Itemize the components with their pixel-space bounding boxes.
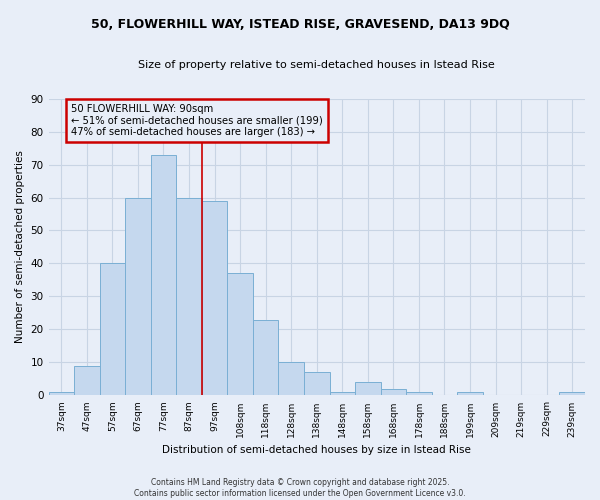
Bar	[278, 362, 304, 396]
X-axis label: Distribution of semi-detached houses by size in Istead Rise: Distribution of semi-detached houses by …	[163, 445, 471, 455]
Bar	[49, 392, 74, 396]
Bar	[406, 392, 432, 396]
Text: Contains HM Land Registry data © Crown copyright and database right 2025.
Contai: Contains HM Land Registry data © Crown c…	[134, 478, 466, 498]
Bar	[329, 392, 355, 396]
Bar	[559, 392, 585, 396]
Text: 50 FLOWERHILL WAY: 90sqm
← 51% of semi-detached houses are smaller (199)
47% of : 50 FLOWERHILL WAY: 90sqm ← 51% of semi-d…	[71, 104, 323, 136]
Bar	[202, 201, 227, 396]
Bar	[355, 382, 380, 396]
Bar	[304, 372, 329, 396]
Text: 50, FLOWERHILL WAY, ISTEAD RISE, GRAVESEND, DA13 9DQ: 50, FLOWERHILL WAY, ISTEAD RISE, GRAVESE…	[91, 18, 509, 30]
Bar	[380, 389, 406, 396]
Bar	[227, 274, 253, 396]
Bar	[253, 320, 278, 396]
Bar	[100, 264, 125, 396]
Bar	[151, 154, 176, 396]
Bar	[125, 198, 151, 396]
Title: Size of property relative to semi-detached houses in Istead Rise: Size of property relative to semi-detach…	[139, 60, 495, 70]
Bar	[74, 366, 100, 396]
Bar	[457, 392, 483, 396]
Bar	[176, 198, 202, 396]
Y-axis label: Number of semi-detached properties: Number of semi-detached properties	[15, 150, 25, 344]
